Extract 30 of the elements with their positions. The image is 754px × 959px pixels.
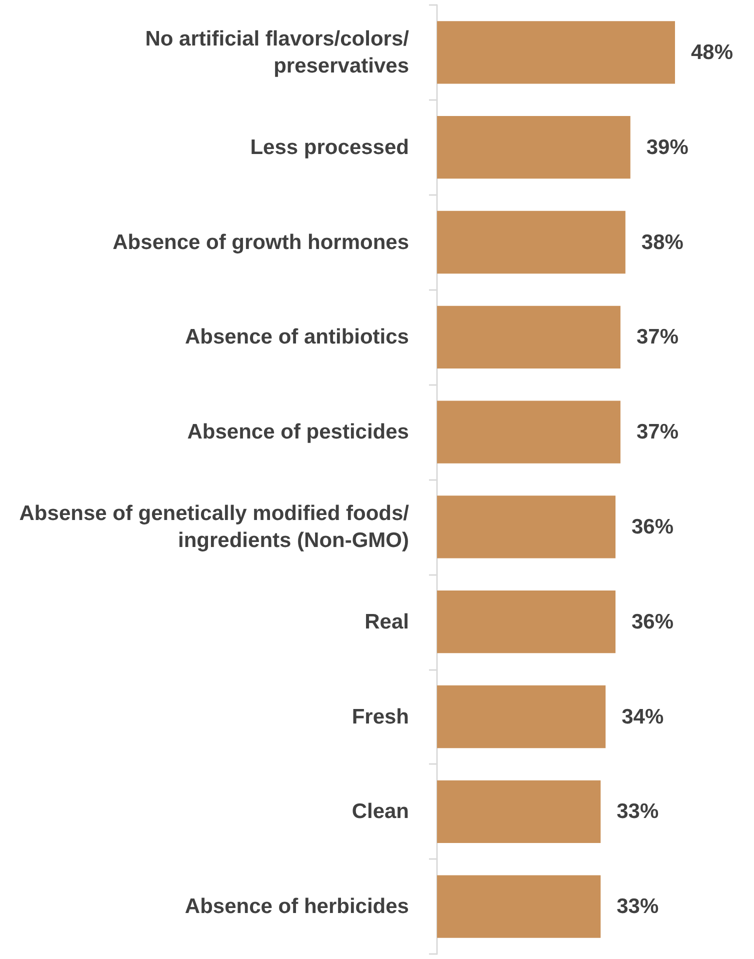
data-label: 36% (632, 610, 674, 634)
bar (437, 780, 601, 843)
data-label: 36% (632, 515, 674, 538)
bar (437, 116, 630, 179)
y-tick-label: Clean (352, 800, 409, 824)
y-tick-label: Absence of pesticides (187, 420, 409, 444)
y-tick-label: Fresh (352, 705, 409, 728)
y-tick-label: Real (364, 610, 409, 634)
data-label: 39% (646, 136, 689, 159)
bar (437, 590, 616, 654)
bar (437, 400, 620, 464)
y-tick-label: Less processed (250, 136, 409, 159)
data-label: 37% (636, 420, 679, 444)
bar (437, 21, 675, 84)
data-label: 48% (691, 40, 734, 64)
y-tick-label: Absense of genetically modified foods/ingredients (Non-GMO) (19, 502, 410, 552)
bar (437, 306, 620, 368)
data-label: 34% (622, 705, 664, 728)
y-tick-label: Absence of herbicides (184, 895, 409, 918)
data-label: 38% (641, 230, 684, 254)
bar (437, 210, 626, 274)
data-label: 37% (636, 326, 679, 349)
bar (437, 685, 606, 748)
bar (437, 496, 616, 558)
y-tick-label: Absence of growth hormones (112, 230, 409, 254)
bar (437, 875, 601, 938)
data-label: 33% (616, 895, 659, 918)
y-tick-label: Absence of antibiotics (184, 326, 409, 349)
y-tick-label: No artificial flavors/colors/preservatives (145, 27, 410, 78)
data-label: 33% (616, 800, 659, 824)
